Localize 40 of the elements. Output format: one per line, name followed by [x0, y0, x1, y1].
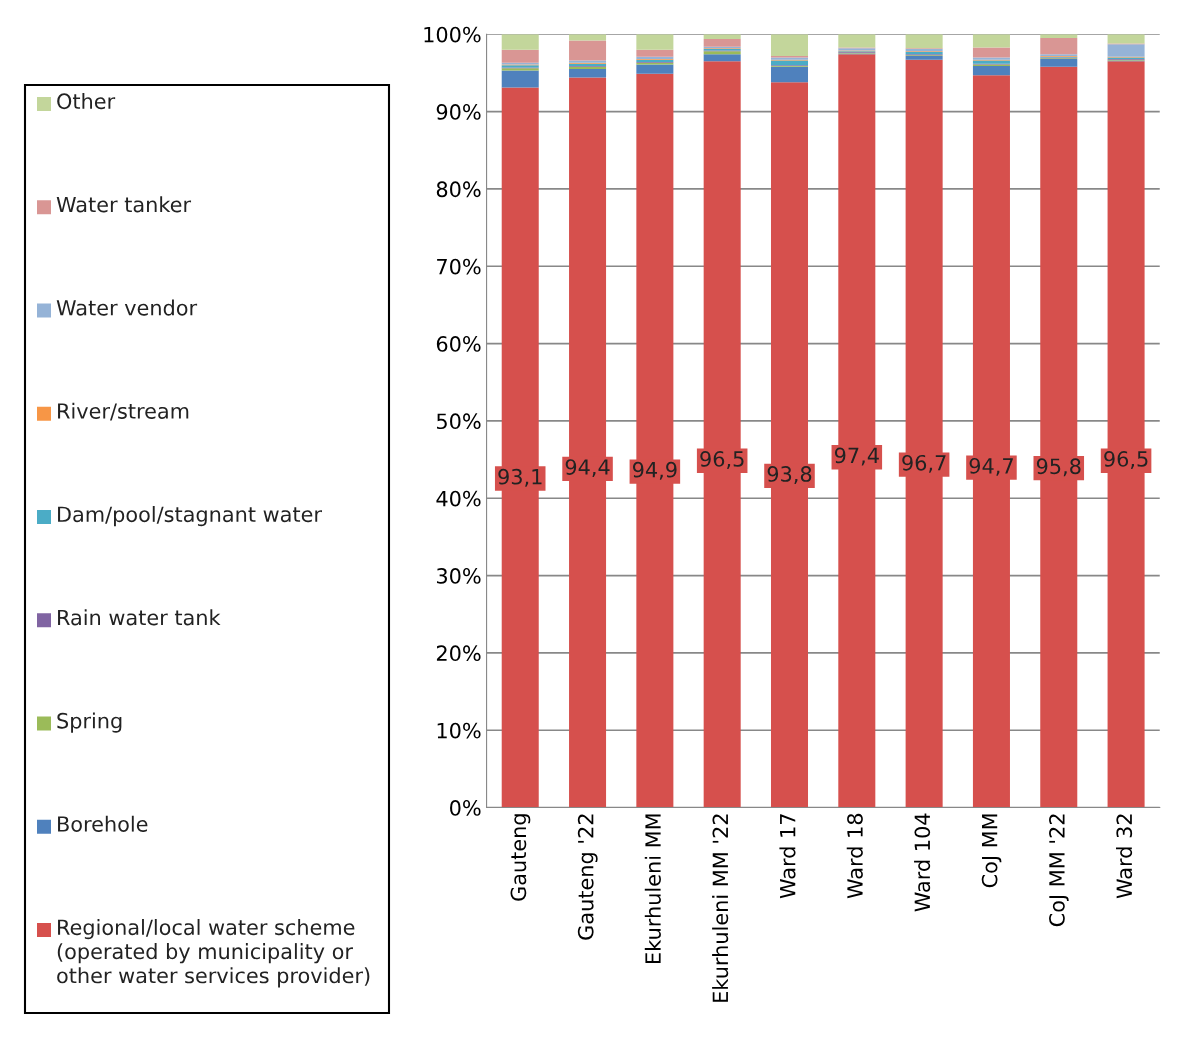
y-tick-label: 40%: [436, 490, 481, 507]
y-tick-label: 60%: [436, 336, 481, 352]
data-label: 96,5: [700, 451, 744, 469]
y-tick-label: 80%: [436, 181, 481, 198]
y-tick-label: 50%: [437, 413, 481, 430]
legend-label: Other: [57, 93, 116, 110]
x-tick-label: CoJ MM '22: [1049, 814, 1069, 927]
legend-label: Regional/local water scheme (operated by municipality or other water services provider): [57, 919, 370, 988]
y-tick-label: 0%: [450, 800, 481, 816]
x-tick-label: Ward 32: [1116, 814, 1133, 899]
data-label: 97,4: [834, 447, 879, 466]
x-tick-label: Ward 104: [914, 813, 931, 912]
data-label: 94,7: [969, 457, 1013, 476]
data-label: 94,9: [632, 461, 677, 480]
y-tick-label: 20%: [436, 645, 481, 662]
x-tick-label: Gauteng '22: [577, 814, 598, 940]
legend-label: Spring: [57, 712, 122, 733]
y-tick-label: 100%: [424, 26, 481, 43]
x-tick-label: Ekurhuleni MM: [644, 814, 661, 963]
legend-label: Rain water tank: [58, 609, 221, 626]
data-label: 95,8: [1036, 458, 1081, 477]
data-label: 94,4: [565, 459, 610, 478]
y-tick-label: 70%: [437, 258, 481, 275]
legend-label: Borehole: [58, 815, 148, 832]
y-tick-label: 90%: [436, 104, 481, 120]
legend-label: Water vendor: [56, 299, 198, 316]
legend-label: River/stream: [58, 402, 189, 421]
x-tick-label: Gauteng: [510, 814, 531, 901]
x-tick-label: CoJ MM: [981, 814, 1002, 888]
x-tick-label: Ward 17: [779, 814, 796, 899]
data-label: 96,7: [902, 454, 946, 473]
data-label: 93,8: [767, 466, 812, 484]
data-label: 93,1: [498, 468, 542, 487]
legend-label: Water tanker: [56, 196, 192, 213]
x-tick-label: Ekurhuleni MM '22: [712, 814, 729, 1002]
data-label: 96,5: [1104, 451, 1148, 469]
y-tick-label: 30%: [436, 568, 481, 584]
y-tick-label: 10%: [437, 722, 481, 739]
legend-label: Dam/pool/stagnant water: [58, 506, 322, 527]
x-tick-label: Ward 18: [846, 813, 863, 899]
